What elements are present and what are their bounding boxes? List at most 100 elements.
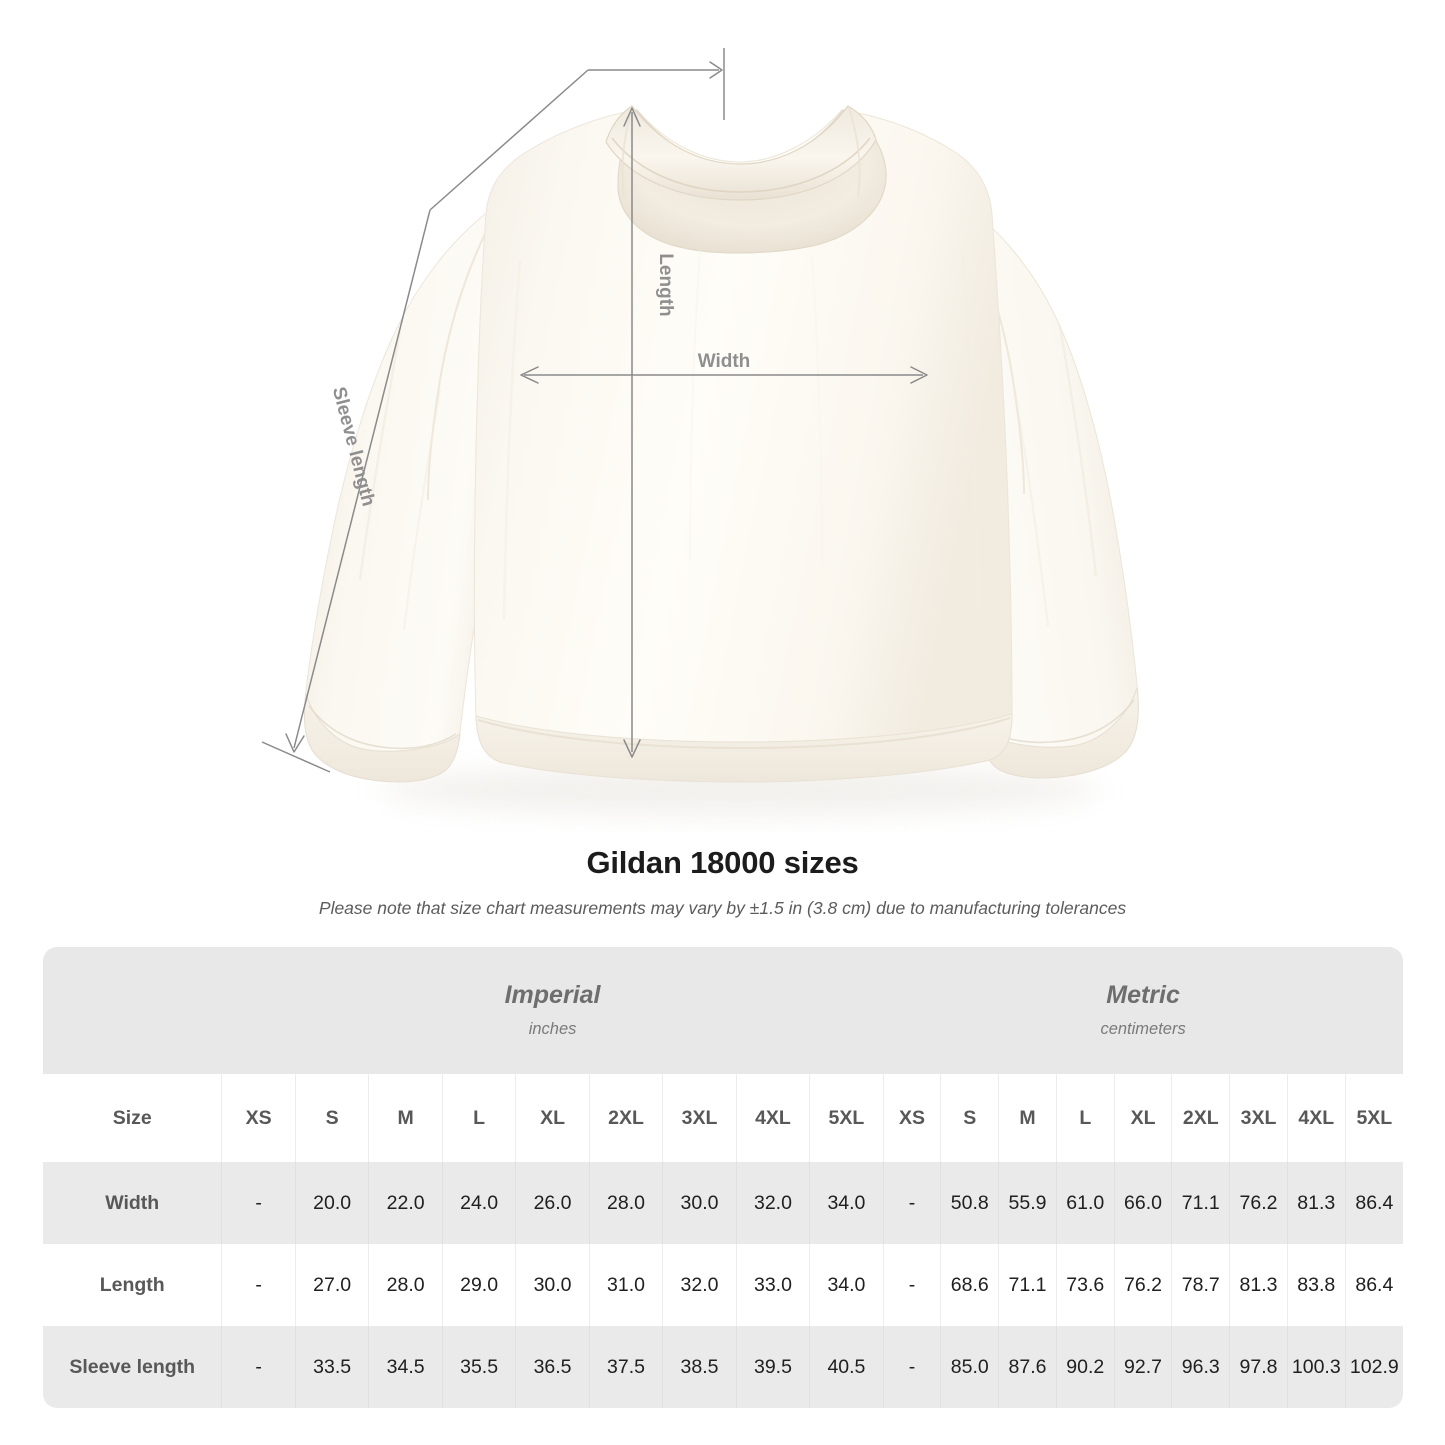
size-header-metric-xl: XL xyxy=(1113,1074,1172,1162)
table-row: Width -20.0 22.0 24.0 26.0 28.0 30.0 32.0 34.0-5… xyxy=(43,1162,1403,1244)
imperial-unit-header-subtitle: inches xyxy=(528,1020,577,1039)
sleeve-bottom-tick xyxy=(261,741,331,773)
cell-imperial-length-5xl: 34.0 xyxy=(809,1244,884,1326)
cell-metric-width-2xl: 71.1 xyxy=(1171,1162,1230,1244)
length-bottom-arrowhead xyxy=(623,739,641,758)
sleeve-upper-diagonal xyxy=(429,69,589,211)
cell-imperial-width-xs: - xyxy=(221,1162,296,1244)
cell-metric-width-4xl: 81.3 xyxy=(1286,1162,1346,1244)
right-cuff xyxy=(979,687,1139,779)
cell-imperial-length-s: 27.0 xyxy=(294,1244,369,1326)
size-column-header: Size xyxy=(43,1074,222,1162)
table-row: Sleeve length -33.5 34.5 35.5 36.5 37.5 38.5 39… xyxy=(43,1326,1403,1408)
cell-metric-sleeve-length-2xl: 96.3 xyxy=(1171,1326,1230,1408)
sleeve-length-line xyxy=(293,209,431,749)
size-header-imperial-l: L xyxy=(441,1074,516,1162)
cell-imperial-sleeve-length-4xl: 39.5 xyxy=(735,1326,810,1408)
cell-metric-sleeve-length-3xl: 97.8 xyxy=(1229,1326,1288,1408)
collar-rib xyxy=(605,105,877,201)
cell-imperial-sleeve-length-xs: - xyxy=(221,1326,296,1408)
cell-metric-width-m: 55.9 xyxy=(998,1162,1057,1244)
cell-imperial-width-4xl: 32.0 xyxy=(735,1162,810,1244)
cell-metric-sleeve-length-xl: 92.7 xyxy=(1113,1326,1172,1408)
metric-unit-header-title: Metric xyxy=(1106,980,1180,1009)
title-block: Gildan 18000 sizes Please note that size… xyxy=(0,845,1445,919)
size-header-metric-3xl: 3XL xyxy=(1229,1074,1288,1162)
size-table-container: Imperial inches Metric centimeters Size XS S M L… xyxy=(43,947,1403,1408)
cell-metric-length-l: 73.6 xyxy=(1055,1244,1115,1326)
size-header-metric-s: S xyxy=(940,1074,999,1162)
cell-metric-length-m: 71.1 xyxy=(998,1244,1057,1326)
cell-metric-length-2xl: 78.7 xyxy=(1171,1244,1230,1326)
cell-metric-length-s: 68.6 xyxy=(940,1244,999,1326)
row-label-length: Length xyxy=(43,1244,222,1326)
size-header-row: Size XS S M L XL 2XL 3XL 4XL 5XL XS S M L XL 2XL 3XL 4XL 5… xyxy=(43,1074,1403,1162)
cell-imperial-width-xl: 26.0 xyxy=(515,1162,590,1244)
cell-metric-sleeve-length-5xl: 102.9 xyxy=(1344,1326,1403,1408)
left-cuff-seam xyxy=(308,705,457,750)
metric-unit-header-subtitle: centimeters xyxy=(1100,1020,1186,1039)
width-label: Width xyxy=(698,351,751,372)
cell-imperial-width-2xl: 28.0 xyxy=(588,1162,663,1244)
size-header-metric-5xl: 5XL xyxy=(1344,1074,1403,1162)
cell-imperial-width-s: 20.0 xyxy=(294,1162,369,1244)
size-header-imperial-3xl: 3XL xyxy=(662,1074,737,1162)
row-label-sleeve-length: Sleeve length xyxy=(43,1326,222,1408)
cell-metric-width-xl: 66.0 xyxy=(1113,1162,1172,1244)
cell-metric-width-l: 61.0 xyxy=(1055,1162,1115,1244)
cell-metric-sleeve-length-m: 87.6 xyxy=(998,1326,1057,1408)
size-header-metric-m: M xyxy=(998,1074,1057,1162)
cell-metric-length-4xl: 83.8 xyxy=(1286,1244,1346,1326)
measurement-annotations xyxy=(261,48,928,773)
size-header-imperial-4xl: 4XL xyxy=(735,1074,810,1162)
collar-seam xyxy=(611,137,871,193)
imperial-unit-header: Imperial inches xyxy=(221,947,884,1074)
cell-metric-width-5xl: 86.4 xyxy=(1344,1162,1403,1244)
cell-imperial-width-l: 24.0 xyxy=(441,1162,516,1244)
sleeve-bottom-arrowhead xyxy=(285,733,305,753)
cell-metric-sleeve-length-xs: - xyxy=(882,1326,941,1408)
unit-banner-row: Imperial inches Metric centimeters xyxy=(43,947,1403,1074)
row-label-width: Width xyxy=(43,1162,222,1244)
cell-metric-sleeve-length-s: 85.0 xyxy=(940,1326,999,1408)
cell-imperial-length-3xl: 32.0 xyxy=(662,1244,737,1326)
table-row: Length -27.0 28.0 29.0 30.0 31.0 32.0 33.0 34.0-… xyxy=(43,1244,1403,1326)
cell-metric-sleeve-length-l: 90.2 xyxy=(1055,1326,1115,1408)
cell-imperial-length-2xl: 31.0 xyxy=(588,1244,663,1326)
size-header-metric-2xl: 2XL xyxy=(1171,1074,1230,1162)
cell-metric-length-3xl: 81.3 xyxy=(1229,1244,1288,1326)
width-right-arrowhead xyxy=(910,366,928,384)
sleeve-top-arrowhead xyxy=(709,61,723,79)
cell-imperial-width-5xl: 34.0 xyxy=(809,1162,884,1244)
size-header-metric-xs: XS xyxy=(882,1074,941,1162)
cell-imperial-length-4xl: 33.0 xyxy=(735,1244,810,1326)
size-header-imperial-xs: XS xyxy=(221,1074,296,1162)
cell-imperial-sleeve-length-l: 35.5 xyxy=(441,1326,516,1408)
cell-imperial-length-xs: - xyxy=(221,1244,296,1326)
cell-imperial-sleeve-length-2xl: 37.5 xyxy=(588,1326,663,1408)
cell-imperial-length-m: 28.0 xyxy=(368,1244,443,1326)
width-left-arrowhead xyxy=(520,366,539,384)
cell-metric-sleeve-length-4xl: 100.3 xyxy=(1286,1326,1346,1408)
size-header-imperial-5xl: 5XL xyxy=(809,1074,884,1162)
cell-imperial-width-3xl: 30.0 xyxy=(662,1162,737,1244)
cell-metric-length-5xl: 86.4 xyxy=(1344,1244,1403,1326)
size-header-imperial-s: S xyxy=(294,1074,369,1162)
length-top-arrowhead xyxy=(623,107,641,127)
cell-imperial-width-m: 22.0 xyxy=(368,1162,443,1244)
unit-banner-spacer xyxy=(43,947,222,1074)
garment-diagram: Length Width Sleeve length xyxy=(261,48,1139,816)
cell-metric-width-s: 50.8 xyxy=(940,1162,999,1244)
cell-imperial-sleeve-length-m: 34.5 xyxy=(368,1326,443,1408)
cell-metric-width-xs: - xyxy=(882,1162,941,1244)
cell-imperial-length-l: 29.0 xyxy=(441,1244,516,1326)
sweatshirt-illustration: Length Width Sleeve length xyxy=(261,48,1139,816)
cell-imperial-sleeve-length-s: 33.5 xyxy=(294,1326,369,1408)
cell-metric-length-xs: - xyxy=(882,1244,941,1326)
size-table: Imperial inches Metric centimeters Size XS S M L… xyxy=(43,947,1403,1408)
size-header-metric-4xl: 4XL xyxy=(1286,1074,1346,1162)
cell-imperial-sleeve-length-3xl: 38.5 xyxy=(662,1326,737,1408)
left-cuff xyxy=(303,693,461,783)
size-header-imperial-2xl: 2XL xyxy=(588,1074,663,1162)
